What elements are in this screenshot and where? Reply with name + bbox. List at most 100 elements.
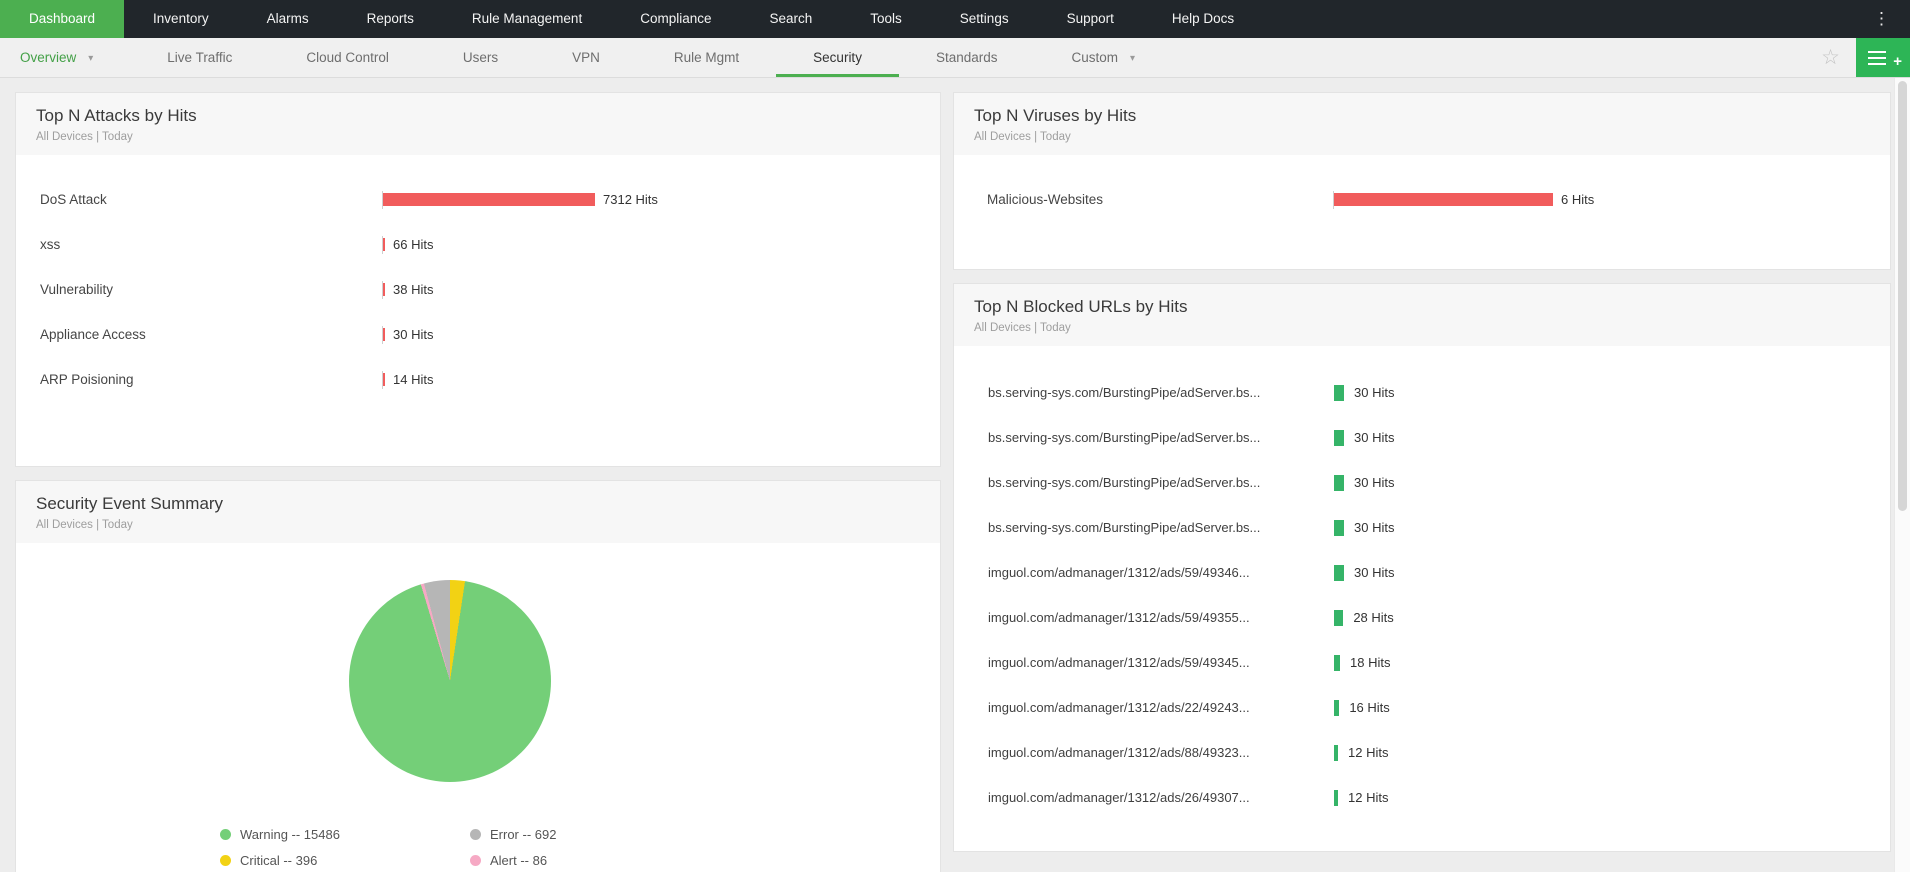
tab-standards[interactable]: Standards bbox=[935, 50, 998, 65]
url-hits: 18 Hits bbox=[1350, 655, 1391, 670]
legend-dot-warning bbox=[220, 829, 231, 840]
url-row: bs.serving-sys.com/BurstingPipe/adServer… bbox=[954, 415, 1890, 460]
url-row: imguol.com/admanager/1312/ads/26/49307..… bbox=[954, 775, 1890, 820]
legend-item: Warning -- 15486 bbox=[220, 827, 470, 842]
axis-tick bbox=[382, 325, 383, 344]
url-bar[interactable] bbox=[1334, 699, 1340, 716]
url-bar[interactable] bbox=[1334, 564, 1344, 581]
attack-label: Vulnerability bbox=[40, 282, 114, 297]
url-hits: 12 Hits bbox=[1348, 790, 1389, 805]
tab-overview[interactable]: Overview ▾ bbox=[0, 38, 130, 77]
url-row: bs.serving-sys.com/BurstingPipe/adServer… bbox=[954, 370, 1890, 415]
virus-hits: 6 Hits bbox=[1561, 192, 1595, 207]
attack-hits: 30 Hits bbox=[393, 327, 434, 342]
panel-subtitle: All Devices | Today bbox=[36, 131, 133, 143]
tab-cloud-control[interactable]: Cloud Control bbox=[306, 50, 389, 65]
attack-bar[interactable] bbox=[383, 283, 385, 296]
panel-top-blocked-urls: Top N Blocked URLs by Hits All Devices |… bbox=[953, 283, 1891, 852]
panel-subtitle: All Devices | Today bbox=[974, 131, 1071, 143]
favorite-star-icon[interactable]: ☆ bbox=[1821, 46, 1840, 69]
attack-label: Appliance Access bbox=[40, 327, 146, 342]
tab-users[interactable]: Users bbox=[462, 50, 499, 65]
scrollbar-track[interactable] bbox=[1894, 78, 1910, 872]
nav-item-rule-management[interactable]: Rule Management bbox=[471, 11, 583, 26]
url-bar[interactable] bbox=[1334, 474, 1344, 491]
attack-row: DoS Attack 7312 Hits bbox=[16, 177, 940, 222]
pie-legend: Warning -- 15486 Critical -- 396 Error -… bbox=[220, 827, 940, 868]
kebab-menu-icon[interactable]: ⋮ bbox=[1873, 9, 1890, 28]
url-label: bs.serving-sys.com/BurstingPipe/adServer… bbox=[988, 520, 1261, 535]
legend-dot-critical bbox=[220, 855, 231, 866]
nav-item-search[interactable]: Search bbox=[769, 11, 813, 26]
legend-label: Critical -- 396 bbox=[240, 853, 318, 868]
axis-tick bbox=[382, 280, 383, 299]
attack-bar[interactable] bbox=[383, 193, 595, 206]
url-label: bs.serving-sys.com/BurstingPipe/adServer… bbox=[988, 385, 1261, 400]
nav-item-support[interactable]: Support bbox=[1066, 11, 1114, 26]
tab-vpn[interactable]: VPN bbox=[572, 50, 600, 65]
attack-label: ARP Poisioning bbox=[40, 372, 134, 387]
tab-custom[interactable]: Custom ▾ bbox=[1035, 38, 1173, 77]
url-bar[interactable] bbox=[1334, 744, 1338, 761]
url-row: bs.serving-sys.com/BurstingPipe/adServer… bbox=[954, 460, 1890, 505]
panel-subtitle: All Devices | Today bbox=[974, 322, 1071, 334]
url-label: bs.serving-sys.com/BurstingPipe/adServer… bbox=[988, 430, 1261, 445]
nav-item-inventory[interactable]: Inventory bbox=[153, 11, 209, 26]
tab-rule-mgmt[interactable]: Rule Mgmt bbox=[673, 50, 740, 65]
pie-chart[interactable] bbox=[349, 580, 551, 782]
attack-bar[interactable] bbox=[383, 373, 385, 386]
url-row: imguol.com/admanager/1312/ads/88/49323..… bbox=[954, 730, 1890, 775]
url-row: imguol.com/admanager/1312/ads/59/49346..… bbox=[954, 550, 1890, 595]
tab-security[interactable]: Security bbox=[776, 38, 899, 77]
panel-title: Security Event Summary bbox=[36, 494, 224, 513]
nav-item-help-docs[interactable]: Help Docs bbox=[1171, 11, 1235, 26]
top-navigation: Dashboard Inventory Alarms Reports Rule … bbox=[0, 0, 1910, 38]
url-bar[interactable] bbox=[1334, 519, 1344, 536]
nav-item-compliance[interactable]: Compliance bbox=[640, 11, 712, 26]
url-label: bs.serving-sys.com/BurstingPipe/adServer… bbox=[988, 475, 1261, 490]
url-hits: 30 Hits bbox=[1354, 565, 1395, 580]
tab-live-traffic[interactable]: Live Traffic bbox=[167, 50, 233, 65]
panel-title: Top N Attacks by Hits bbox=[36, 106, 197, 125]
url-bar[interactable] bbox=[1334, 429, 1344, 446]
nav-item-settings[interactable]: Settings bbox=[959, 11, 1009, 26]
url-hits: 30 Hits bbox=[1354, 475, 1395, 490]
url-bar[interactable] bbox=[1334, 384, 1344, 401]
url-hits: 12 Hits bbox=[1348, 745, 1389, 760]
url-label: imguol.com/admanager/1312/ads/59/49346..… bbox=[988, 565, 1250, 580]
axis-tick bbox=[382, 370, 383, 389]
url-row: imguol.com/admanager/1312/ads/22/49243..… bbox=[954, 685, 1890, 730]
scrollbar-thumb[interactable] bbox=[1898, 81, 1907, 511]
url-bar[interactable] bbox=[1334, 654, 1340, 671]
legend-label: Alert -- 86 bbox=[490, 853, 548, 868]
nav-item-alarms[interactable]: Alarms bbox=[266, 11, 309, 26]
right-column: Top N Viruses by Hits All Devices | Toda… bbox=[953, 92, 1891, 865]
url-label: imguol.com/admanager/1312/ads/59/49355..… bbox=[988, 610, 1250, 625]
attack-row: xss 66 Hits bbox=[16, 222, 940, 267]
legend-dot-alert bbox=[470, 855, 481, 866]
nav-item-tools[interactable]: Tools bbox=[870, 11, 902, 26]
attack-hits: 66 Hits bbox=[393, 237, 434, 252]
dashboard-content: Top N Attacks by Hits All Devices | Toda… bbox=[0, 78, 1894, 872]
url-label: imguol.com/admanager/1312/ads/26/49307..… bbox=[988, 790, 1250, 805]
url-bar[interactable] bbox=[1334, 789, 1338, 806]
url-bar[interactable] bbox=[1334, 609, 1344, 626]
attack-hits: 14 Hits bbox=[393, 372, 434, 387]
axis-tick bbox=[382, 235, 383, 254]
plus-icon: + bbox=[1893, 53, 1902, 70]
attack-row: Vulnerability 38 Hits bbox=[16, 267, 940, 312]
axis-tick bbox=[382, 190, 383, 209]
legend-item: Error -- 692 bbox=[470, 827, 940, 842]
panel-title: Top N Blocked URLs by Hits bbox=[974, 297, 1188, 316]
tabbar-spacer bbox=[1172, 38, 1805, 77]
add-widget-button[interactable]: + bbox=[1856, 38, 1910, 77]
virus-bar[interactable] bbox=[1334, 193, 1553, 206]
legend-item: Alert -- 86 bbox=[470, 853, 940, 868]
nav-item-reports[interactable]: Reports bbox=[366, 11, 414, 26]
attack-bar[interactable] bbox=[383, 238, 385, 251]
url-label: imguol.com/admanager/1312/ads/88/49323..… bbox=[988, 745, 1250, 760]
attack-bar[interactable] bbox=[383, 328, 385, 341]
url-label: imguol.com/admanager/1312/ads/22/49243..… bbox=[988, 700, 1250, 715]
nav-item-dashboard[interactable]: Dashboard bbox=[0, 0, 125, 38]
panel-header: Security Event Summary All Devices | Tod… bbox=[16, 481, 940, 543]
